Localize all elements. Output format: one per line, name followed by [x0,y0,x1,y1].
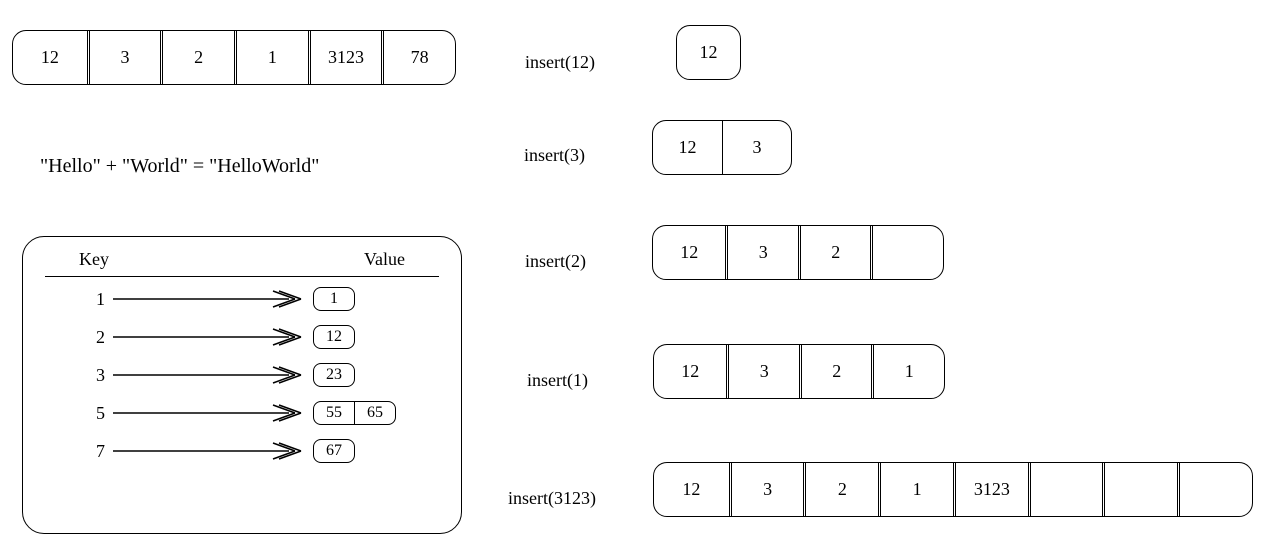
map-row-1: 11 [45,287,439,311]
insert-array-2-cell-1: 3 [725,226,798,279]
top-array-cell-2: 2 [160,31,234,84]
map-header: Key Value [45,249,439,276]
map-rows: 1121232355565767 [45,287,439,463]
map-value-1-cell-0: 1 [314,288,354,310]
insert-array-3: 12321 [653,344,945,399]
map-value-5-cell-0: 55 [314,402,354,424]
string-concat-expression: "Hello" + "World" = "HelloWorld" [40,155,319,178]
insert-array-2-cell-3 [870,226,943,279]
insert-array-4-cell-2: 2 [803,463,878,516]
map-key-7: 7 [45,441,113,462]
insert-array-3-cell-0: 12 [654,345,726,398]
arrow-icon [113,288,303,310]
insert-label-2: insert(2) [525,251,586,272]
map-row-3: 3 23 [45,363,439,387]
insert-array-4-cell-4: 3123 [953,463,1028,516]
insert-array-4-cell-6 [1102,463,1177,516]
insert-array-4-cell-5 [1028,463,1103,516]
insert-array-3-cell-1: 3 [726,345,799,398]
insert-array-3-cell-3: 1 [871,345,944,398]
arrow-icon [113,364,303,386]
insert-array-1: 123 [652,120,792,175]
insert-label-4: insert(3123) [508,488,596,509]
map-value-5: 5565 [313,401,396,425]
insert-array-0: 12 [676,25,741,80]
map-value-1: 1 [313,287,355,311]
map-value-7: 67 [313,439,355,463]
map-value-3-cell-0: 23 [314,364,354,386]
map-value-3: 23 [313,363,355,387]
map-key-1: 1 [45,289,113,310]
insert-array-4-cell-1: 3 [729,463,804,516]
insert-array-4-cell-0: 12 [654,463,729,516]
top-array: 12321312378 [12,30,456,85]
insert-array-2-cell-2: 2 [798,226,871,279]
insert-label-1: insert(3) [524,145,585,166]
map-key-3: 3 [45,365,113,386]
map-divider [45,276,439,277]
insert-array-0-cell-0: 12 [677,26,740,79]
map-key-2: 2 [45,327,113,348]
arrow-icon [113,326,303,348]
key-value-map: KeyValue1121232355565767 [22,236,462,534]
insert-label-3: insert(1) [527,370,588,391]
top-array-cell-1: 3 [87,31,161,84]
map-value-2: 12 [313,325,355,349]
insert-array-4-cell-3: 1 [878,463,953,516]
map-value-5-cell-1: 65 [354,402,395,424]
arrow-icon [113,402,303,424]
insert-array-3-cell-2: 2 [799,345,872,398]
top-array-cell-4: 3123 [308,31,382,84]
map-row-7: 7 67 [45,439,439,463]
map-row-5: 55565 [45,401,439,425]
map-row-2: 2 12 [45,325,439,349]
map-header-value: Value [364,249,405,270]
insert-array-4: 123213123 [653,462,1253,517]
arrow-icon [113,440,303,462]
map-value-2-cell-0: 12 [314,326,354,348]
top-array-cell-0: 12 [13,31,87,84]
top-array-cell-5: 78 [381,31,455,84]
insert-array-1-cell-1: 3 [722,121,791,174]
map-header-key: Key [79,249,109,270]
insert-array-4-cell-7 [1177,463,1252,516]
map-key-5: 5 [45,403,113,424]
insert-array-1-cell-0: 12 [653,121,722,174]
top-array-cell-3: 1 [234,31,308,84]
insert-array-2: 1232 [652,225,944,280]
insert-label-0: insert(12) [525,52,595,73]
insert-array-2-cell-0: 12 [653,226,725,279]
map-value-7-cell-0: 67 [314,440,354,462]
